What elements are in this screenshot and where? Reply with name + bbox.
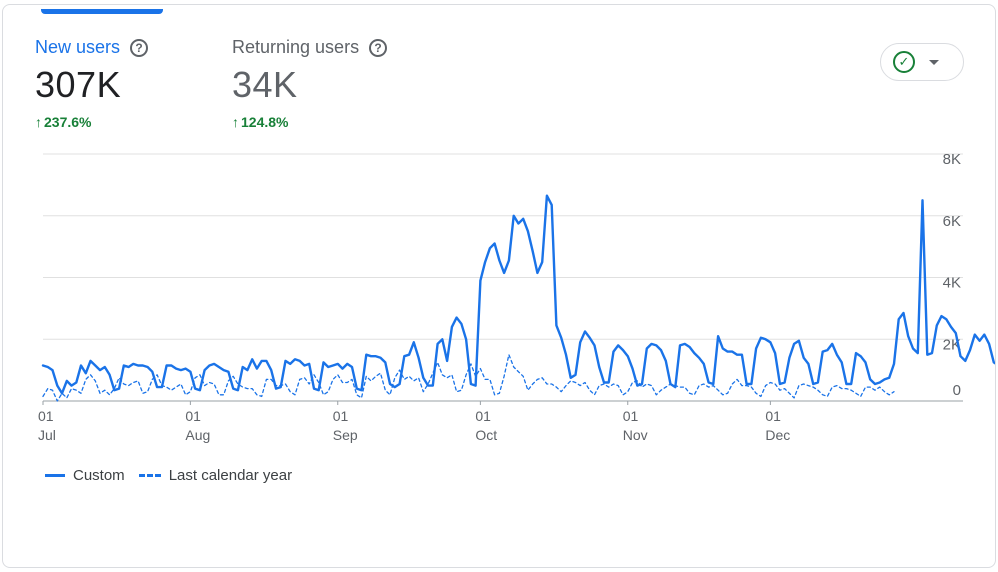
y-tick-label: 6K: [943, 213, 961, 230]
x-tick-day: 01: [333, 408, 349, 424]
metric-change-value: 237.6%: [44, 114, 92, 130]
metric-new-users[interactable]: New users ? 307K ↑ 237.6%: [35, 37, 149, 130]
active-metric-indicator: [41, 9, 163, 14]
y-tick-label: 8K: [943, 151, 961, 168]
legend-swatch-dashed: [138, 474, 161, 477]
arrow-up-icon: ↑: [232, 114, 239, 130]
x-tick-month: Sep: [333, 427, 358, 443]
x-tick-month: Oct: [475, 427, 497, 443]
x-tick-month: Aug: [185, 427, 210, 443]
x-tick-month: Jul: [38, 427, 56, 443]
legend-label: Custom: [73, 467, 125, 484]
metric-label: New users: [35, 37, 121, 57]
metric-returning-users[interactable]: Returning users ? 34K ↑ 124.8%: [232, 37, 388, 130]
chart-legend: Custom Last calendar year: [45, 467, 298, 484]
help-icon[interactable]: ?: [130, 38, 149, 57]
arrow-up-icon: ↑: [35, 114, 42, 130]
series-line-custom: [41, 194, 995, 395]
check-circle-icon: ✓: [893, 51, 915, 73]
x-tick-day: 01: [623, 408, 639, 424]
comparison-toggle-button[interactable]: ✓: [880, 43, 964, 81]
help-icon[interactable]: ?: [369, 38, 388, 57]
y-tick-label: 4K: [943, 275, 961, 292]
users-chart-card: New users ? 307K ↑ 237.6% Returning user…: [2, 4, 996, 568]
x-tick-day: 01: [38, 408, 54, 424]
metric-change-value: 124.8%: [241, 114, 289, 130]
legend-item-custom[interactable]: Custom: [45, 467, 125, 484]
metric-value: 307K: [35, 64, 122, 105]
x-tick-month: Dec: [765, 427, 790, 443]
metric-label: Returning users: [232, 37, 360, 57]
metric-value: 34K: [232, 64, 298, 105]
legend-label: Last calendar year: [168, 467, 293, 484]
legend-item-last-year[interactable]: Last calendar year: [138, 467, 293, 484]
y-tick-label: 0: [953, 382, 961, 399]
series-line-last-year: [42, 354, 895, 402]
x-tick-day: 01: [765, 408, 781, 424]
metric-change: ↑ 124.8%: [232, 114, 387, 130]
metric-change: ↑ 237.6%: [35, 114, 148, 130]
x-tick-month: Nov: [623, 427, 648, 443]
legend-swatch-solid: [45, 474, 65, 477]
caret-down-icon: [929, 59, 939, 65]
x-tick-day: 01: [185, 408, 201, 424]
x-tick-day: 01: [475, 408, 491, 424]
